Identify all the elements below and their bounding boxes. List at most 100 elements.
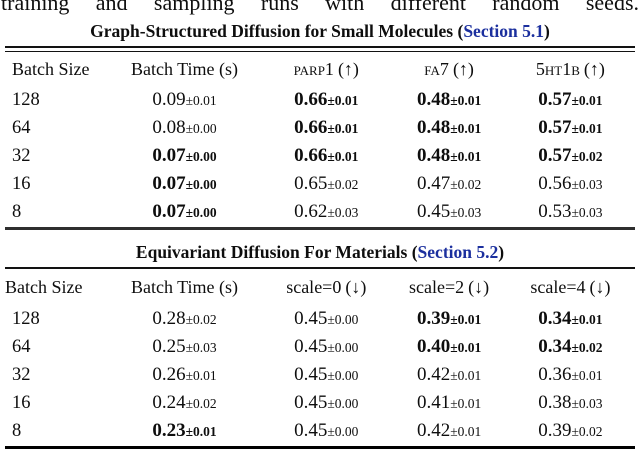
- metric-value: 0.24: [152, 392, 186, 413]
- stddev-value: ±0.00: [185, 205, 217, 220]
- table-title-close-paren: ): [544, 21, 550, 41]
- batch-size-cell: 64: [12, 336, 31, 357]
- column-label: parp1: [293, 59, 334, 79]
- section-link[interactable]: Section 5.2: [417, 242, 499, 262]
- value-cell: 0.24±0.02: [109, 389, 260, 417]
- header-row: Batch Size Batch Time (s) parp1 (↑) fa7 (↑) 5h…: [5, 52, 635, 86]
- metric-value: 0.38: [538, 392, 572, 413]
- metric-value: 0.62: [294, 201, 328, 222]
- metric-value: 0.34: [538, 336, 572, 357]
- metric-value: 0.45: [294, 336, 328, 357]
- value-cell: 0.47±0.02: [392, 170, 505, 198]
- metric-direction-arrow: (↓): [589, 277, 611, 297]
- table-row: 16 0.24±0.02 0.45±0.00 0.41±0.01 0.38±0.03: [5, 389, 635, 417]
- table-row: 32 0.26±0.01 0.45±0.00 0.42±0.01 0.36±0.01: [5, 361, 635, 389]
- stddev-value: ±0.00: [327, 424, 359, 439]
- column-header: scale=2 (↓): [392, 269, 505, 305]
- stddev-value: ±0.02: [450, 177, 482, 192]
- value-cell: 0.45±0.00: [260, 417, 392, 445]
- value-cell: 0.57±0.02: [506, 142, 635, 170]
- stddev-value: ±0.01: [450, 93, 482, 108]
- column-label: fa7: [424, 59, 449, 79]
- paragraph-text: training and sampling runs with differen…: [1, 0, 639, 15]
- column-label: Batch Size: [12, 59, 90, 79]
- column-header: scale=4 (↓): [506, 269, 635, 305]
- value-cell: 0.40±0.01: [392, 333, 505, 361]
- table-section-small-molecules: Graph-Structured Diffusion for Small Mol…: [0, 21, 640, 230]
- metric-value: 0.25: [152, 336, 186, 357]
- batch-size-cell: 16: [12, 173, 31, 194]
- value-cell: 0.34±0.02: [506, 333, 635, 361]
- table-row: 128 0.09±0.01 0.66±0.01 0.48±0.01 0.57±0.01: [5, 86, 635, 114]
- metric-direction-arrow: (↑): [337, 59, 359, 79]
- stddev-value: ±0.03: [571, 177, 603, 192]
- column-header: Batch Size: [5, 269, 109, 305]
- metric-direction-arrow: (↑): [583, 59, 605, 79]
- value-cell: 0.48±0.01: [392, 114, 505, 142]
- stddev-value: ±0.02: [185, 312, 217, 327]
- column-label: scale=2: [409, 277, 465, 297]
- value-cell: 0.45±0.03: [392, 198, 505, 226]
- table-title: Graph-Structured Diffusion for Small Mol…: [5, 21, 635, 41]
- title-rule: [5, 267, 635, 269]
- value-cell: 0.26±0.01: [109, 361, 260, 389]
- column-label: Batch Size: [5, 277, 83, 297]
- metric-value: 0.42: [416, 364, 451, 385]
- metric-value: 0.47: [416, 173, 451, 194]
- stddev-value: ±0.01: [450, 424, 482, 439]
- stddev-value: ±0.02: [185, 396, 217, 411]
- metric-value: 0.65: [294, 173, 328, 194]
- value-cell: 0.07±0.00: [109, 170, 260, 198]
- stddev-value: ±0.02: [571, 149, 603, 164]
- stddev-value: ±0.02: [571, 340, 603, 355]
- value-cell: 0.28±0.02: [109, 305, 260, 333]
- metric-value: 0.66: [294, 117, 328, 138]
- metric-value: 0.40: [416, 336, 451, 357]
- metric-value: 0.42: [416, 420, 451, 441]
- stddev-value: ±0.00: [185, 149, 217, 164]
- column-label: scale=4: [530, 277, 586, 297]
- stddev-value: ±0.01: [571, 312, 603, 327]
- stddev-value: ±0.00: [327, 312, 359, 327]
- value-cell: 0.57±0.01: [506, 86, 635, 114]
- column-header: Batch Time (s): [109, 52, 260, 86]
- stddev-value: ±0.01: [450, 340, 482, 355]
- column-header: Batch Time (s): [109, 269, 260, 305]
- table-row: 32 0.07±0.00 0.66±0.01 0.48±0.01 0.57±0.02: [5, 142, 635, 170]
- value-cell: 0.45±0.00: [260, 305, 392, 333]
- batch-size-cell: 128: [12, 308, 40, 329]
- section-link[interactable]: Section 5.1: [463, 21, 545, 41]
- stddev-value: ±0.02: [327, 177, 359, 192]
- metric-direction-arrow: (↓): [345, 277, 367, 297]
- metric-value: 0.48: [416, 145, 451, 166]
- value-cell: 0.07±0.00: [109, 142, 260, 170]
- metric-value: 0.08: [152, 117, 186, 138]
- stddev-value: ±0.00: [327, 340, 359, 355]
- stddev-value: ±0.01: [571, 121, 603, 136]
- stddev-value: ±0.03: [450, 205, 482, 220]
- metric-value: 0.39: [416, 308, 451, 329]
- value-cell: 0.53±0.03: [506, 198, 635, 226]
- column-header: 5ht1b (↑): [506, 52, 635, 86]
- metric-value: 0.28: [152, 308, 186, 329]
- stddev-value: ±0.00: [327, 368, 359, 383]
- value-cell: 0.25±0.03: [109, 333, 260, 361]
- value-cell: 0.42±0.01: [392, 361, 505, 389]
- stddev-value: ±0.03: [571, 205, 603, 220]
- column-label: Batch Time (s): [131, 59, 239, 79]
- results-table: Batch Size Batch Time (s) parp1 (↑) fa7 (↑) 5h…: [5, 52, 635, 226]
- value-cell: 0.62±0.03: [260, 198, 392, 226]
- metric-value: 0.57: [538, 89, 572, 110]
- value-cell: 0.57±0.01: [506, 114, 635, 142]
- value-cell: 0.34±0.01: [506, 305, 635, 333]
- batch-size-cell: 8: [12, 420, 22, 441]
- metric-value: 0.34: [538, 308, 572, 329]
- metric-value: 0.57: [538, 117, 572, 138]
- metric-value: 0.39: [538, 420, 572, 441]
- metric-value: 0.66: [294, 89, 328, 110]
- table-section-materials: Equivariant Diffusion For Materials (Sec…: [0, 242, 640, 449]
- stddev-value: ±0.01: [185, 93, 217, 108]
- stddev-value: ±0.00: [185, 177, 217, 192]
- stddev-value: ±0.01: [185, 368, 217, 383]
